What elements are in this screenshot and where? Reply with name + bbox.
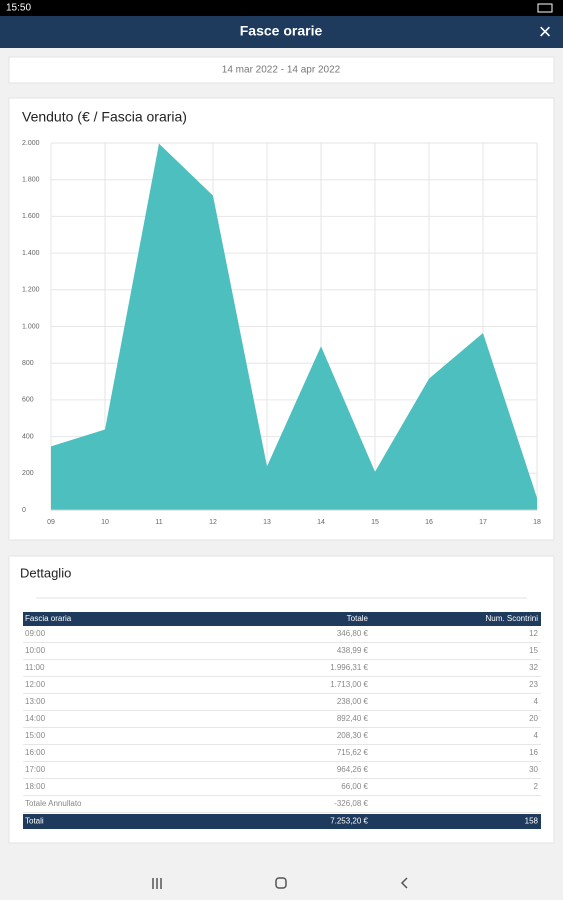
y-tick-label: 1.800 <box>22 177 40 184</box>
table-cell: 964,26 € <box>337 765 369 774</box>
area <box>51 143 537 510</box>
nav-recent[interactable] <box>152 878 162 889</box>
table-cell: 438,99 € <box>337 646 369 655</box>
table-cell: 16 <box>529 748 538 757</box>
table-total-cell: 158 <box>525 817 539 826</box>
table-header-bg <box>23 612 541 626</box>
y-tick-label: 600 <box>22 397 34 404</box>
table-cell: 346,80 € <box>337 629 369 638</box>
table-cell: 10:00 <box>25 646 46 655</box>
table-cell: Totale Annullato <box>25 799 82 808</box>
x-tick-label: 12 <box>209 519 217 526</box>
table-header-cell: Fascia oraria <box>25 614 72 623</box>
chart: 0 200 400 600 800 1.000 1.200 1.400 1.600 1.800 2.… <box>22 140 541 526</box>
x-tick-label: 18 <box>533 519 541 526</box>
y-tick-label: 0 <box>22 507 26 514</box>
table-cell: 15 <box>529 646 538 655</box>
table-total-cell: 7.253,20 € <box>330 817 368 826</box>
table-cell: 18:00 <box>25 782 46 791</box>
table-cell: 66,00 € <box>341 782 368 791</box>
x-tick-label: 17 <box>479 519 487 526</box>
table-cell: 892,40 € <box>337 714 369 723</box>
table: Fascia oraria Totale Num. Scontrini 09:00 34… <box>23 612 541 829</box>
x-tick-label: 13 <box>263 519 271 526</box>
y-tick-label: 800 <box>22 360 34 367</box>
table-cell: 20 <box>529 714 538 723</box>
y-tick-label: 1.200 <box>22 287 40 294</box>
chart-title: Venduto (€ / Fascia oraria) <box>22 109 187 125</box>
table-cell: 15:00 <box>25 731 46 740</box>
nav-bar <box>0 866 563 900</box>
table-cell: 16:00 <box>25 748 46 757</box>
table-cell: 32 <box>529 663 538 672</box>
detail-card <box>8 555 555 844</box>
x-tick-label: 11 <box>155 519 162 526</box>
table-cell: 2 <box>534 782 539 791</box>
x-tick-label: 15 <box>371 519 379 526</box>
table-cell: 30 <box>529 765 538 774</box>
table-header-cell: Totale <box>347 614 369 623</box>
table-cell: -326,08 € <box>334 799 368 808</box>
nav-back[interactable] <box>400 877 408 889</box>
table-cell: 4 <box>534 731 539 740</box>
nav-home[interactable] <box>275 877 287 889</box>
y-tick-label: 2.000 <box>22 140 40 147</box>
x-tick-label: 14 <box>317 519 325 526</box>
table-cell: 12:00 <box>25 680 46 689</box>
status-bar <box>0 0 563 16</box>
detail-title: Dettaglio <box>20 565 71 580</box>
close-button[interactable]: × <box>539 19 552 44</box>
date-card[interactable] <box>8 56 555 84</box>
table-cell: 11:00 <box>25 663 45 672</box>
table-cell: 13:00 <box>25 697 46 706</box>
status-time: 15:50 <box>6 3 31 14</box>
y-tick-label: 400 <box>22 433 34 440</box>
table-header-cell: Num. Scontrini <box>486 614 539 623</box>
x-tick-label: 10 <box>101 519 109 526</box>
header-title: Fasce orarie <box>240 23 323 39</box>
y-tick-label: 1.000 <box>22 323 40 330</box>
table-cell: 715,62 € <box>337 748 369 757</box>
y-tick-label: 1.600 <box>22 213 40 220</box>
table-cell: 208,30 € <box>337 731 369 740</box>
table-cell: 238,00 € <box>337 697 369 706</box>
date-range: 14 mar 2022 - 14 apr 2022 <box>222 65 341 76</box>
table-cell: 1.713,00 € <box>330 680 368 689</box>
table-cell: 14:00 <box>25 714 46 723</box>
y-tick-label: 200 <box>22 470 34 477</box>
app-header <box>0 16 563 48</box>
table-cell: 17:00 <box>25 765 46 774</box>
x-tick-label: 09 <box>47 519 55 526</box>
table-cell: 1.996,31 € <box>330 663 368 672</box>
y-tick-label: 1.400 <box>22 250 40 257</box>
table-cell: 23 <box>529 680 538 689</box>
table-cell: 12 <box>529 629 538 638</box>
x-tick-label: 16 <box>425 519 433 526</box>
table-cell: 09:00 <box>25 629 46 638</box>
table-total-bg <box>23 814 541 829</box>
table-cell: 4 <box>534 697 539 706</box>
table-total-cell: Totali <box>25 817 44 826</box>
battery-icon <box>537 3 553 13</box>
